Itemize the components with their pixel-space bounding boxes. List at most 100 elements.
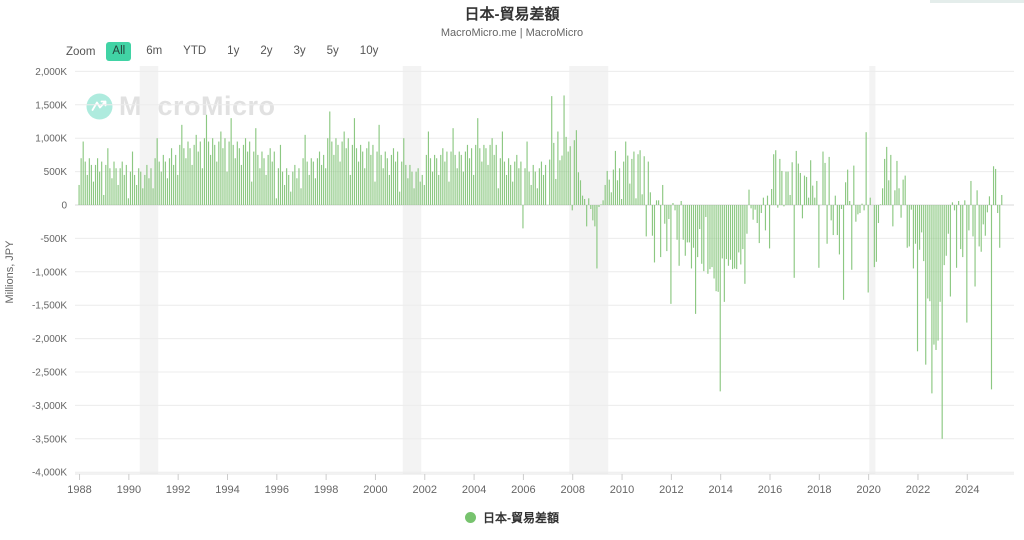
- bar[interactable]: [312, 161, 314, 205]
- bar[interactable]: [113, 161, 115, 205]
- bar[interactable]: [845, 182, 847, 205]
- bar[interactable]: [522, 205, 524, 229]
- bar[interactable]: [575, 130, 577, 205]
- bar[interactable]: [485, 148, 487, 205]
- bar[interactable]: [90, 164, 92, 205]
- bar[interactable]: [514, 161, 516, 205]
- bar[interactable]: [390, 154, 393, 205]
- bar[interactable]: [641, 194, 643, 205]
- bar[interactable]: [232, 144, 234, 205]
- bar[interactable]: [945, 205, 947, 256]
- bar[interactable]: [152, 188, 154, 205]
- bar[interactable]: [351, 144, 353, 205]
- bar[interactable]: [224, 138, 226, 205]
- bar[interactable]: [497, 188, 499, 205]
- bar[interactable]: [859, 205, 861, 214]
- bar[interactable]: [425, 154, 427, 205]
- bar[interactable]: [503, 161, 506, 205]
- bar[interactable]: [226, 171, 228, 205]
- bar[interactable]: [986, 205, 988, 213]
- bar[interactable]: [955, 205, 958, 268]
- bar[interactable]: [378, 124, 380, 205]
- bar[interactable]: [277, 168, 279, 205]
- bar[interactable]: [705, 205, 707, 218]
- bar[interactable]: [567, 151, 569, 205]
- bar[interactable]: [584, 198, 586, 205]
- bar[interactable]: [729, 205, 732, 260]
- bar[interactable]: [655, 200, 658, 205]
- bar[interactable]: [867, 205, 869, 293]
- bar[interactable]: [111, 178, 113, 205]
- bar[interactable]: [758, 205, 760, 244]
- bar[interactable]: [125, 164, 127, 205]
- bar[interactable]: [131, 151, 134, 205]
- bar[interactable]: [937, 205, 939, 341]
- bar[interactable]: [616, 180, 619, 205]
- bar[interactable]: [896, 160, 898, 205]
- bar[interactable]: [166, 178, 169, 205]
- bar[interactable]: [836, 205, 838, 236]
- bar[interactable]: [269, 148, 271, 205]
- bar[interactable]: [573, 140, 575, 205]
- bar[interactable]: [335, 138, 337, 205]
- bar[interactable]: [150, 168, 152, 205]
- bar[interactable]: [668, 205, 670, 220]
- bar[interactable]: [731, 205, 734, 270]
- bar[interactable]: [727, 205, 730, 266]
- bar[interactable]: [742, 205, 744, 250]
- bar[interactable]: [908, 205, 910, 247]
- bar[interactable]: [417, 168, 419, 205]
- bar[interactable]: [777, 205, 779, 208]
- bar[interactable]: [304, 134, 306, 205]
- bar[interactable]: [429, 158, 432, 205]
- bar[interactable]: [699, 205, 701, 230]
- bar[interactable]: [460, 154, 462, 205]
- bar[interactable]: [468, 158, 471, 205]
- bar[interactable]: [207, 141, 210, 205]
- bar[interactable]: [195, 134, 197, 205]
- bar[interactable]: [830, 205, 832, 221]
- bar[interactable]: [828, 156, 830, 205]
- bar[interactable]: [446, 151, 448, 205]
- bar[interactable]: [236, 141, 238, 205]
- bar[interactable]: [392, 148, 395, 205]
- bar[interactable]: [902, 179, 904, 205]
- bar[interactable]: [639, 150, 641, 205]
- bar[interactable]: [407, 178, 409, 205]
- bar[interactable]: [495, 144, 497, 205]
- bar[interactable]: [999, 205, 1001, 248]
- bar[interactable]: [842, 205, 845, 300]
- bar[interactable]: [826, 205, 828, 244]
- bar[interactable]: [234, 158, 236, 205]
- bar[interactable]: [394, 161, 397, 205]
- bar[interactable]: [339, 161, 341, 205]
- bar[interactable]: [931, 205, 933, 394]
- bar[interactable]: [962, 205, 964, 258]
- bar[interactable]: [651, 205, 653, 236]
- bar[interactable]: [222, 148, 224, 205]
- bar[interactable]: [540, 161, 543, 205]
- bar[interactable]: [88, 158, 90, 205]
- bar[interactable]: [216, 161, 218, 205]
- bar[interactable]: [723, 205, 725, 302]
- bar[interactable]: [464, 151, 466, 205]
- bar[interactable]: [101, 161, 103, 205]
- bar[interactable]: [331, 141, 333, 205]
- bar[interactable]: [900, 205, 902, 218]
- bar[interactable]: [773, 154, 775, 205]
- bar[interactable]: [419, 181, 421, 205]
- bar[interactable]: [744, 205, 746, 284]
- bar[interactable]: [185, 158, 187, 205]
- bar[interactable]: [781, 170, 783, 205]
- bar[interactable]: [625, 141, 627, 205]
- bar[interactable]: [261, 151, 263, 205]
- bar[interactable]: [129, 171, 132, 205]
- bar[interactable]: [935, 205, 937, 350]
- bar[interactable]: [325, 168, 327, 205]
- bar[interactable]: [734, 205, 736, 269]
- bar[interactable]: [912, 205, 914, 269]
- bar[interactable]: [481, 161, 483, 205]
- bar[interactable]: [647, 161, 649, 205]
- bar[interactable]: [187, 141, 189, 205]
